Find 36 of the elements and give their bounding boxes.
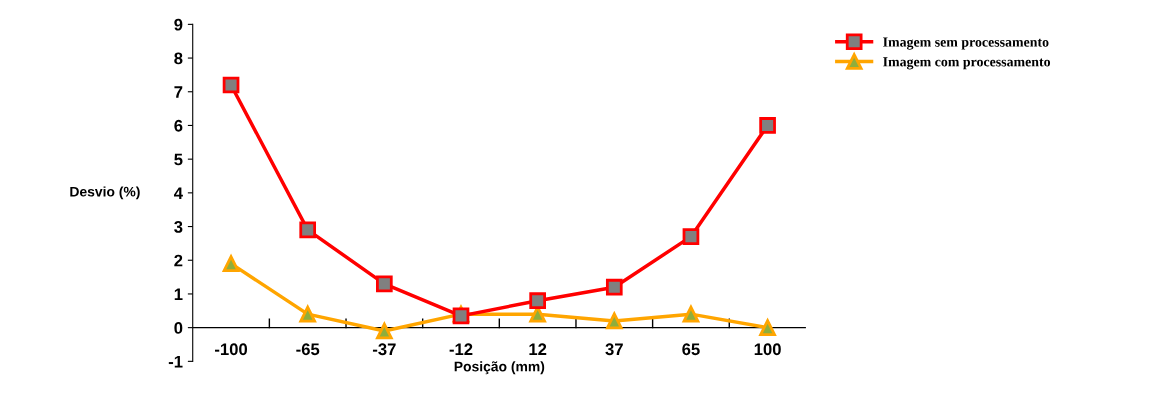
point <box>682 305 700 323</box>
x-tick-label: -65 <box>296 343 320 356</box>
point <box>605 278 623 296</box>
y-tick-label: 7 <box>174 86 183 98</box>
x-tick-label: -37 <box>372 343 396 356</box>
point <box>222 76 240 94</box>
y-tick-label: 3 <box>174 220 183 233</box>
y-tick-label: 1 <box>174 288 183 300</box>
point <box>376 322 393 340</box>
x-tick-label: 37 <box>605 343 623 356</box>
point <box>759 319 776 336</box>
legend-label: Imagem com processamento <box>883 57 1051 70</box>
x-tick-label: -12 <box>449 343 473 355</box>
point <box>376 275 393 293</box>
y-tick-label: 0 <box>174 322 183 334</box>
y-tick-label: -1 <box>168 355 183 368</box>
point <box>682 228 700 245</box>
legend-label: Imagem sem processamento <box>883 37 1049 50</box>
point <box>605 312 623 330</box>
y-tick-label: 9 <box>174 18 183 31</box>
point <box>529 292 546 310</box>
point <box>759 117 776 134</box>
y-tick-label: 6 <box>174 119 183 132</box>
x-tick-label: 12 <box>529 343 547 355</box>
y-tick-label: 8 <box>174 52 183 65</box>
x-tick-label: 100 <box>754 343 781 356</box>
point <box>299 221 317 239</box>
y-axis-title: Desvio (%) <box>70 186 140 200</box>
y-tick-label: 4 <box>173 187 183 199</box>
x-tick-label: 65 <box>682 343 700 356</box>
y-tick-label: 2 <box>174 254 183 267</box>
y-tick-label: 5 <box>174 153 183 166</box>
point <box>299 305 317 323</box>
x-axis-title: Posição (mm) <box>454 361 545 375</box>
point <box>222 255 240 272</box>
x-tick-label: -100 <box>215 343 248 356</box>
